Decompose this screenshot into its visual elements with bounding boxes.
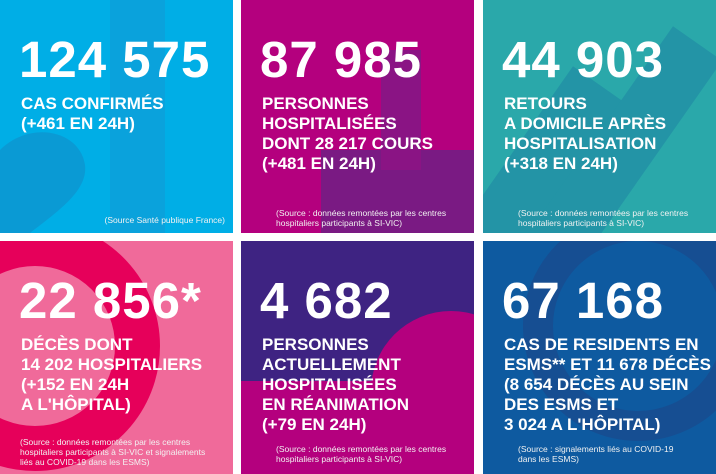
stat-label: RETOURS A DOMICILE APRÈS HOSPITALISATION (+… xyxy=(504,94,667,173)
source-note: (Source : données remontées par les cent… xyxy=(20,437,206,467)
panel-hospitalized: 87 985 PERSONNES HOSPITALISÉES DONT 28 217… xyxy=(241,0,474,233)
panel-confirmed-cases: 124 575 CAS CONFIRMÉS (+461 EN 24H) (Sour… xyxy=(0,0,233,233)
stat-number: 4 682 xyxy=(260,272,393,329)
source-note: (Source Santé publique France) xyxy=(104,215,226,225)
panel-icu: 4 682 PERSONNES ACTUELLEMENT HOSPITALISÉES… xyxy=(241,241,474,474)
decorative-shape xyxy=(110,0,165,233)
stat-label: PERSONNES HOSPITALISÉES DONT 28 217 COURS(… xyxy=(262,94,433,173)
stat-number: 87 985 xyxy=(260,31,422,88)
stat-label: DÉCÈS DONT 14 202 HOSPITALIERS (+152 EN 24… xyxy=(21,335,203,414)
panel-esms: 67 168 CAS DE RESIDENTS EN ESMS** ET 11 6… xyxy=(483,241,716,474)
stat-number: 44 903 xyxy=(502,31,664,88)
source-note: (Source : données remontées par les cent… xyxy=(518,208,689,228)
decorative-cross xyxy=(381,50,421,170)
stat-number: 67 168 xyxy=(502,272,664,329)
stat-label: PERSONNES ACTUELLEMENT HOSPITALISÉES EN RÉA… xyxy=(262,335,410,434)
source-note: (Source : données remontées par les cent… xyxy=(276,208,447,228)
stat-number: 124 575 xyxy=(19,31,211,88)
panel-deaths: 22 856* DÉCÈS DONT 14 202 HOSPITALIERS (+1… xyxy=(0,241,233,474)
stat-label: CAS CONFIRMÉS (+461 EN 24H) xyxy=(21,94,164,133)
source-note: (Source : signalements liés au COVID-19 d… xyxy=(518,444,674,464)
stat-label: CAS DE RESIDENTS EN ESMS** ET 11 678 DÉCÈ… xyxy=(504,335,711,434)
decorative-numeral-shape xyxy=(0,132,86,233)
panel-returned-home: 44 903 RETOURS A DOMICILE APRÈS HOSPITALIS… xyxy=(483,0,716,233)
source-note: (Source : données remontées par les cent… xyxy=(276,444,447,464)
stat-number: 22 856* xyxy=(19,272,202,329)
